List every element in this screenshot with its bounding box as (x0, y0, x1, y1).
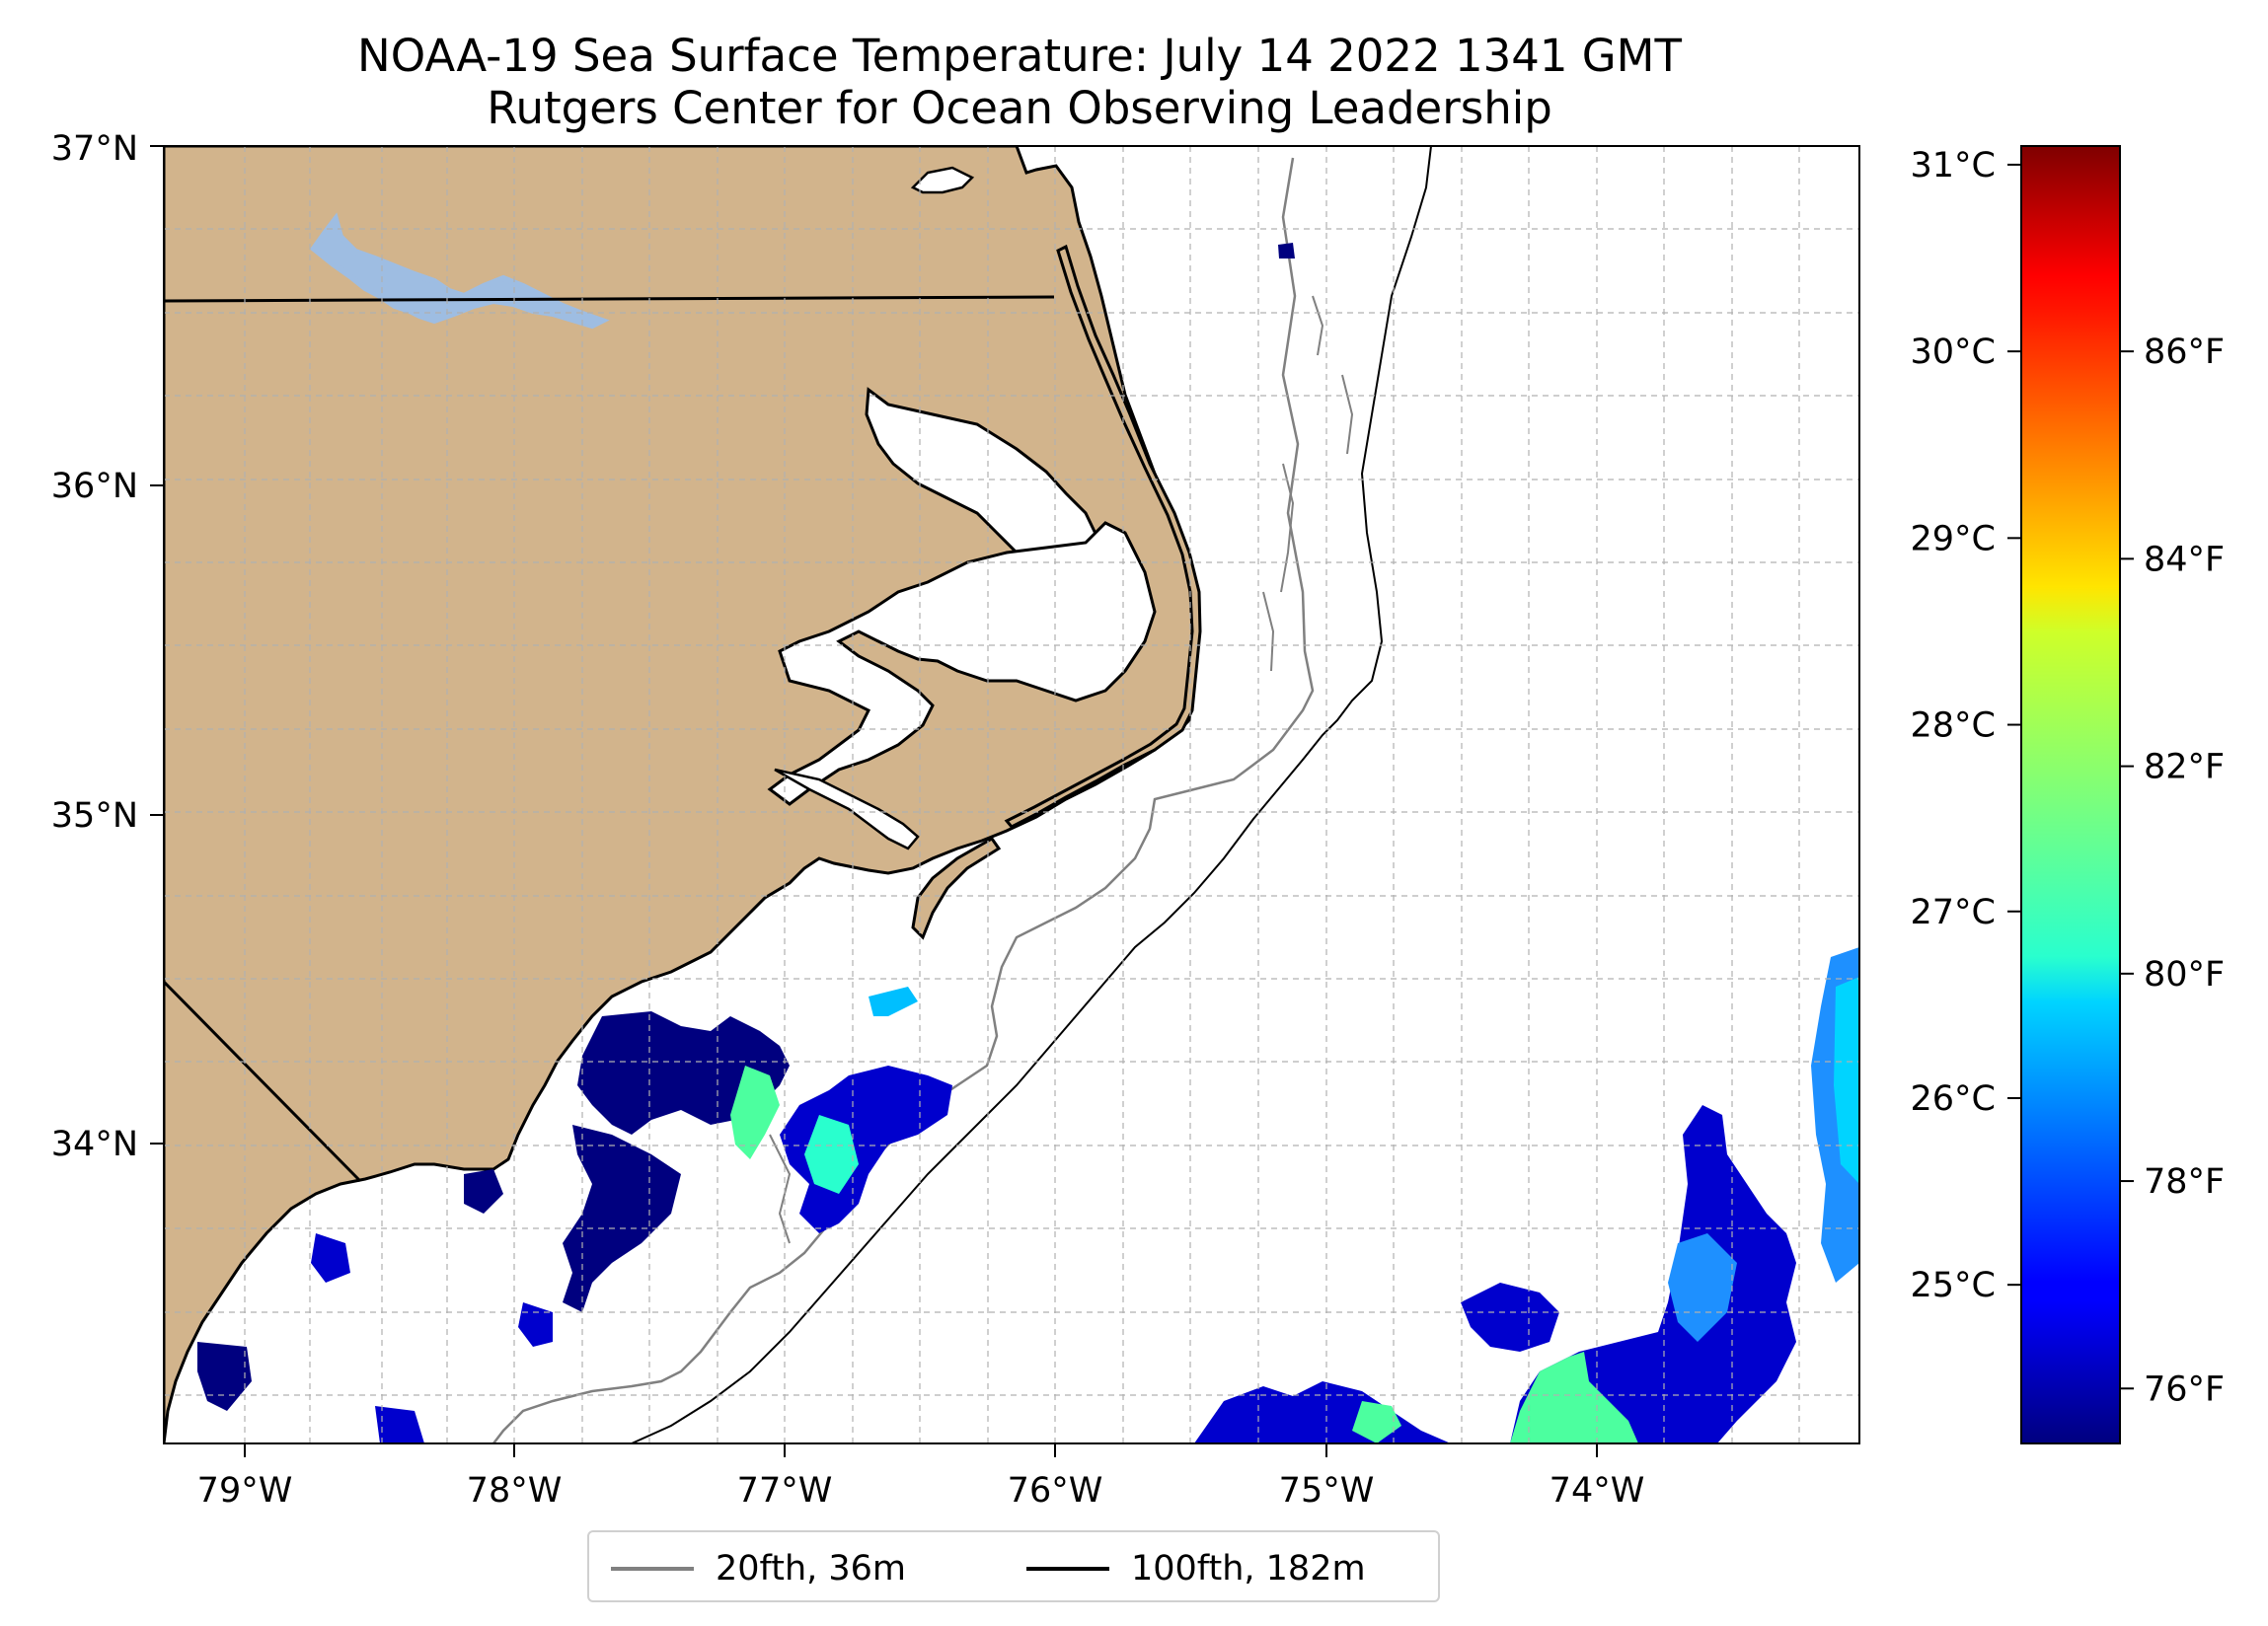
colorbar-fahrenheit-label: 80°F (2144, 955, 2225, 995)
colorbar-fahrenheit-label: 86°F (2144, 333, 2225, 372)
map-panel (164, 146, 1859, 1443)
sst-patches (197, 243, 1859, 1443)
sst-patch-cape-fear (563, 1125, 681, 1312)
colorbar-celsius-label: 31°C (1911, 146, 1996, 185)
sst-patch-green-1 (730, 1066, 780, 1159)
legend-label: 100fth, 182m (1131, 1548, 1366, 1589)
sst-patch-small-3 (518, 1302, 553, 1347)
outer-banks-south (911, 837, 1002, 940)
map-title-line-2: Rutgers Center for Ocean Observing Leade… (487, 82, 1552, 134)
lon-tick-label: 77°W (737, 1471, 833, 1511)
colorbar-celsius-axis: 31°C 30°C 29°C 28°C 27°C 26°C 25°C (1911, 146, 2021, 1305)
legend-label: 20fth, 36m (716, 1548, 907, 1589)
sst-patch-east-edge-cyan (1834, 977, 1859, 1184)
outer-banks (1004, 244, 1202, 829)
colorbar-fahrenheit-label: 78°F (2144, 1162, 2225, 1202)
neuse-river (774, 768, 920, 850)
lon-tick-label: 76°W (1008, 1471, 1103, 1511)
lon-tick-label: 75°W (1279, 1471, 1375, 1511)
colorbar-celsius-label: 26°C (1911, 1079, 1996, 1119)
lon-axis: 79°W 78°W 77°W 76°W 75°W 74°W (197, 1443, 1645, 1511)
pamlico-sound (767, 521, 1157, 806)
sst-patch-onslow-2 (780, 1066, 952, 1233)
colorbar-celsius-label: 28°C (1911, 706, 1996, 746)
sst-patch-green-2 (804, 1115, 859, 1194)
colorbar-celsius-label: 30°C (1911, 333, 1996, 372)
map-frame (163, 145, 1860, 1444)
legend-item-20fth: 20fth, 36m (611, 1532, 906, 1604)
legend-item-100fth: 100fth, 182m (1026, 1532, 1366, 1604)
sst-patch-south-green (1352, 1401, 1401, 1443)
lon-tick-label: 78°W (467, 1471, 563, 1511)
lat-tick-label: 36°N (51, 467, 138, 506)
legend-line-gray (611, 1566, 694, 1571)
sst-patch-lookout (869, 987, 918, 1016)
colorbar-celsius-label: 27°C (1911, 893, 1996, 932)
sst-patch-small-4 (197, 1342, 252, 1411)
colorbar-fahrenheit-label: 82°F (2144, 748, 2225, 787)
isobath-20fth (492, 157, 1315, 1443)
nc-va-border (164, 295, 1055, 303)
colorbar-gradient (2020, 145, 2121, 1444)
lon-tick-label: 79°W (197, 1471, 293, 1511)
colorbar-fahrenheit-axis: 86°F 84°F 82°F 80°F 78°F 76°F (2120, 333, 2225, 1409)
colorbar: 31°C 30°C 29°C 28°C 27°C 26°C 25°C 86°F 84°F 82°… (1911, 145, 2225, 1444)
legend-line-black (1026, 1566, 1109, 1571)
lat-tick-label: 35°N (51, 796, 138, 836)
colorbar-celsius-label: 29°C (1911, 519, 1996, 558)
lat-tick-label: 37°N (51, 129, 138, 169)
sst-patch-southeast-green (1510, 1352, 1638, 1443)
colorbar-fahrenheit-label: 84°F (2144, 540, 2225, 579)
isobath-100fth (631, 146, 1432, 1443)
sst-patch-offshore (1461, 1283, 1559, 1352)
isobath-legend: 20fth, 36m 100fth, 182m (587, 1530, 1440, 1602)
sst-patch-small-1 (464, 1169, 503, 1214)
map-title-line-1: NOAA-19 Sea Surface Temperature: July 14… (357, 30, 1682, 82)
sst-patch-small-5 (375, 1406, 424, 1443)
nc-sc-border (164, 980, 362, 1183)
virginia-bay (910, 166, 975, 194)
sst-patch-north (1278, 243, 1295, 259)
lat-tick-label: 34°N (51, 1125, 138, 1164)
sst-patch-southeast-cyan (1668, 1233, 1737, 1342)
colorbar-celsius-label: 25°C (1911, 1266, 1996, 1305)
colorbar-fahrenheit-label: 76°F (2144, 1369, 2225, 1409)
lon-tick-label: 74°W (1550, 1471, 1645, 1511)
sst-patch-small-2 (311, 1233, 350, 1283)
lat-axis: 37°N 36°N 35°N 34°N (51, 129, 164, 1164)
map-gridlines (164, 146, 1859, 1443)
